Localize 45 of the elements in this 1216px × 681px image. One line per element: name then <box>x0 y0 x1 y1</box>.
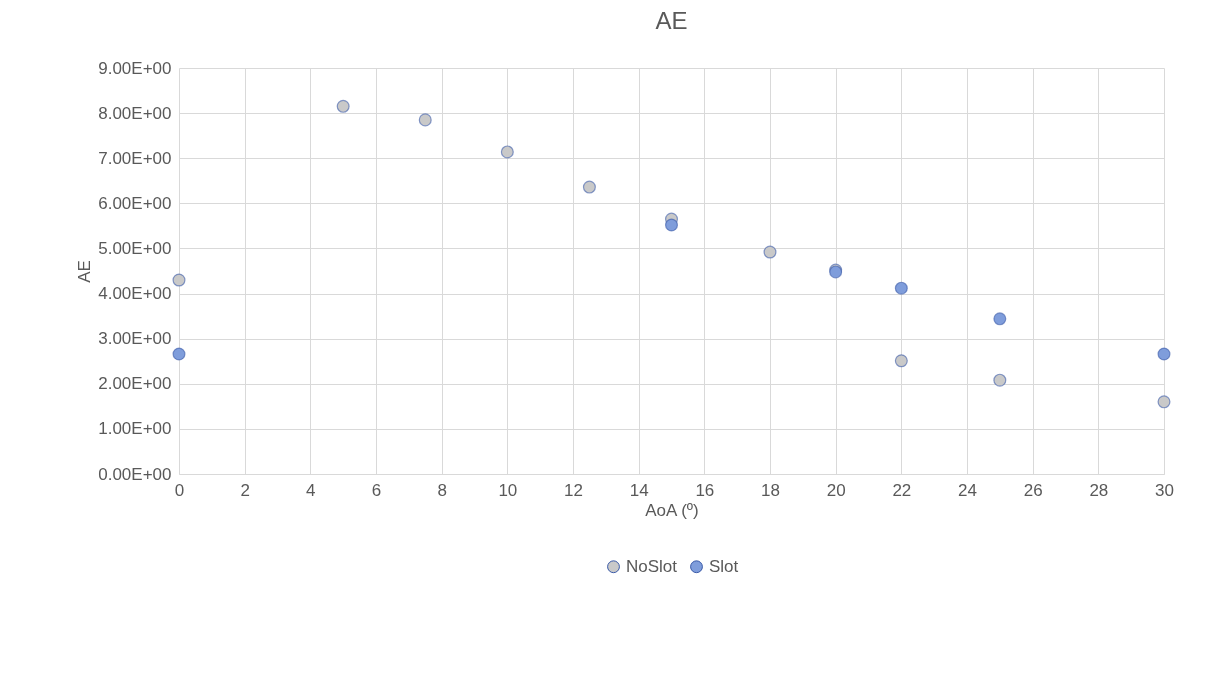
y-tick-label: 0.00E+00 <box>98 464 172 484</box>
x-tick-label: 16 <box>695 480 715 500</box>
y-tick-label: 2.00E+00 <box>98 374 172 394</box>
chart-title: AE <box>655 7 688 34</box>
point <box>993 312 1007 326</box>
point <box>172 347 186 361</box>
x-tick-label: 24 <box>958 480 977 500</box>
x-tick-label: 22 <box>892 480 912 500</box>
point <box>1157 395 1171 409</box>
x-tick-label: 14 <box>629 480 649 500</box>
x-axis-title: AoA (º) <box>645 500 699 520</box>
legend-label: NoSlot <box>626 556 678 576</box>
x-tick-label: 20 <box>826 480 846 500</box>
legend-label: Slot <box>709 556 739 576</box>
x-tick-label: 26 <box>1023 480 1043 500</box>
y-tick-label: 7.00E+00 <box>98 148 172 168</box>
point <box>418 113 432 127</box>
y-tick-label: 8.00E+00 <box>98 103 172 123</box>
y-tick-label: 6.00E+00 <box>98 193 172 213</box>
y-tick-label: 1.00E+00 <box>98 419 172 439</box>
point <box>1157 347 1171 361</box>
x-tick-label: 6 <box>371 480 382 500</box>
point <box>500 145 514 159</box>
y-tick-label: 3.00E+00 <box>98 329 172 349</box>
x-tick-label: 2 <box>240 480 250 500</box>
point <box>582 180 596 194</box>
x-tick-label: 10 <box>498 480 518 500</box>
y-tick-label: 4.00E+00 <box>98 284 172 304</box>
point <box>763 245 777 259</box>
point <box>894 354 908 368</box>
x-tick-label: 12 <box>564 480 583 500</box>
y-axis-title: AE <box>75 260 95 283</box>
x-tick-label: 0 <box>174 480 185 500</box>
point <box>993 373 1007 387</box>
x-tick-label: 30 <box>1155 480 1174 500</box>
point <box>336 99 350 113</box>
x-tick-label: 4 <box>306 480 316 500</box>
point <box>894 281 908 295</box>
x-tick-label: 28 <box>1089 480 1109 500</box>
x-tick-label: 8 <box>437 480 447 500</box>
point <box>172 273 186 287</box>
x-tick-label: 18 <box>761 480 780 500</box>
point <box>664 218 679 232</box>
y-tick-label: 5.00E+00 <box>98 238 172 258</box>
y-tick-label: 9.00E+00 <box>98 58 172 78</box>
